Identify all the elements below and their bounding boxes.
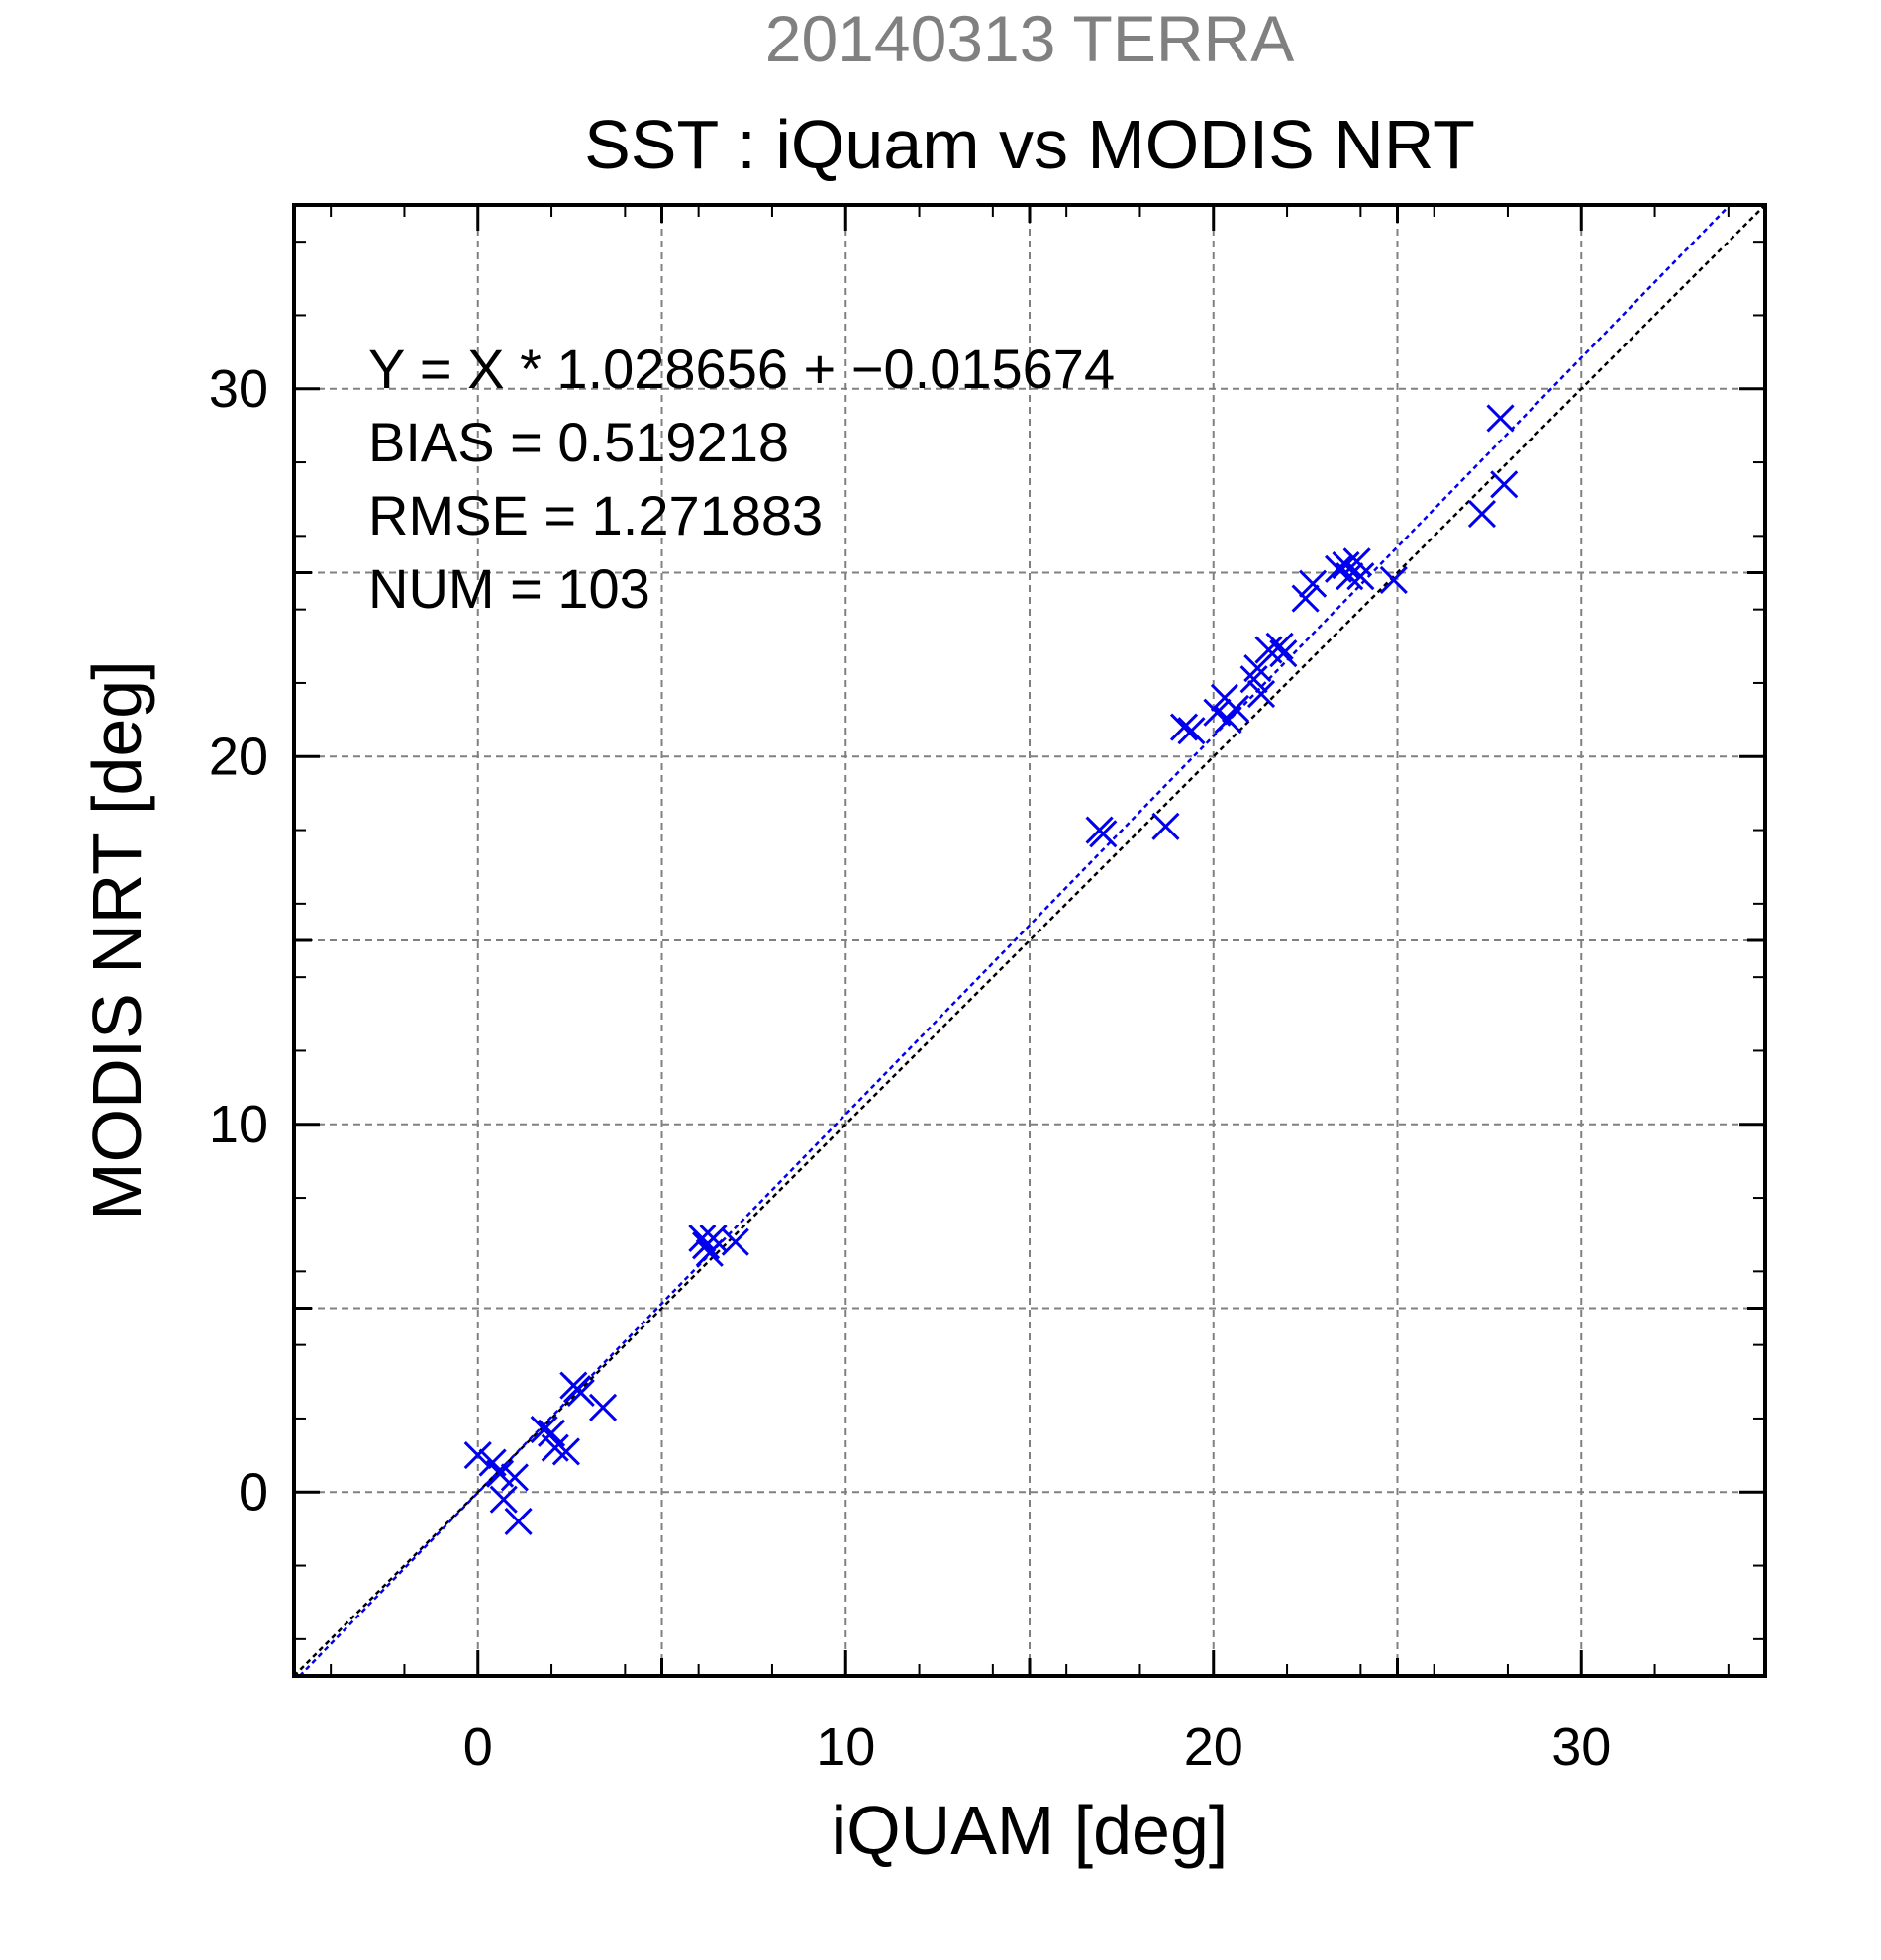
data-point (489, 1485, 518, 1514)
data-point (1265, 632, 1294, 660)
y-axis-label: MODIS NRT [deg] (78, 660, 155, 1220)
y-tick-label: 0 (239, 1462, 268, 1521)
data-point (1089, 820, 1118, 848)
stats-num: NUM = 103 (368, 557, 650, 620)
data-point (1298, 569, 1328, 598)
regression-line (298, 204, 1732, 1677)
data-point (1379, 565, 1408, 594)
data-point (1486, 404, 1515, 433)
data-point (1243, 654, 1272, 683)
data-point (1169, 713, 1199, 741)
data-point (1221, 694, 1250, 724)
chart-title: SST : iQuam vs MODIS NRT (584, 106, 1475, 183)
data-point (500, 1463, 529, 1492)
data-point (1246, 680, 1276, 709)
data-point (504, 1507, 533, 1536)
data-point (541, 1433, 569, 1462)
x-axis-label: iQUAM [deg] (832, 1792, 1229, 1869)
scatter-points (463, 404, 1519, 1536)
data-point (1177, 717, 1206, 745)
data-point (1291, 584, 1320, 613)
data-point (1336, 562, 1364, 591)
plot-frame (292, 203, 1767, 1678)
x-tick-label: 30 (1551, 1717, 1611, 1777)
x-tick-label: 10 (816, 1717, 875, 1777)
data-point (1490, 470, 1519, 499)
stats-regression: Y = X * 1.028656 + −0.015674 (368, 338, 1115, 400)
y-tick-label: 10 (209, 1095, 268, 1154)
x-tick-label: 0 (463, 1717, 493, 1777)
data-point (688, 1224, 717, 1252)
data-point (1467, 499, 1497, 529)
x-tick-label: 20 (1184, 1717, 1243, 1777)
stats-bias: BIAS = 0.519218 (368, 411, 789, 473)
data-point (463, 1441, 492, 1470)
data-point (588, 1393, 618, 1421)
grid-lines (294, 205, 1765, 1676)
chart-supertitle: 20140313 TERRA (765, 2, 1294, 75)
reference-lines (293, 204, 1766, 1677)
data-point (530, 1416, 558, 1444)
stats-annotation: Y = X * 1.028656 + −0.015674 BIAS = 0.51… (368, 338, 1115, 620)
axis-ticks: 0 10 20 30 0 10 20 30 (209, 205, 1765, 1777)
data-point (721, 1227, 749, 1256)
data-point (1269, 639, 1298, 668)
data-point (551, 1437, 580, 1466)
data-point (1151, 812, 1180, 840)
data-point (1239, 665, 1268, 694)
y-tick-label: 20 (209, 727, 268, 786)
data-point (1332, 551, 1360, 580)
stats-rmse: RMSE = 1.271883 (368, 484, 823, 546)
data-point (566, 1378, 595, 1408)
data-point (1346, 562, 1375, 591)
y-tick-label: 30 (209, 359, 268, 419)
